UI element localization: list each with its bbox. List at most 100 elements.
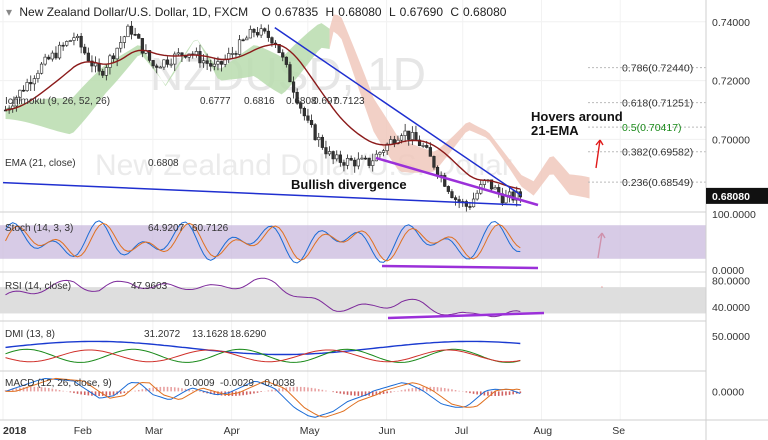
stoch-value-k: 64.9207	[148, 223, 185, 234]
fib-levels: 0.786(0.72440) 0.618(0.71251) 0.5(0.70417)…	[588, 63, 706, 189]
candle-body	[335, 154, 339, 160]
rsi-band	[0, 287, 706, 314]
dmi-label: DMI (13, 8)	[5, 329, 55, 340]
macd-line	[5, 377, 521, 418]
candle-body	[39, 63, 44, 74]
stoch-tick-label: 100.0000	[712, 209, 756, 221]
ichimoku-value-4: 0.697	[313, 96, 338, 107]
candle-body	[421, 145, 425, 147]
candle-body	[349, 158, 353, 161]
candle-body	[54, 52, 58, 59]
candle-body	[371, 160, 375, 166]
ichimoku-label: Ichimoku (9, 26, 52, 26)	[5, 96, 110, 107]
candle-body	[403, 130, 407, 136]
dmi-value-adx: 31.2072	[144, 329, 181, 340]
candle-body	[47, 56, 51, 60]
panel-legends: Stoch (14, 3, 3) 64.9207 60.7126 RSI (14…	[5, 223, 295, 389]
candle-body	[65, 41, 69, 46]
candle-body	[266, 30, 270, 38]
candle-body	[86, 52, 90, 62]
candle-body	[72, 37, 76, 41]
main-legend: Ichimoku (9, 26, 52, 26) 0.6777 0.6816 0…	[5, 96, 365, 169]
stoch-label: Stoch (14, 3, 3)	[5, 223, 73, 234]
rsi-value: 47.9603	[131, 281, 168, 292]
candle-body	[115, 47, 119, 60]
candle-body	[291, 81, 296, 93]
candle-body	[313, 124, 317, 141]
candle-body	[259, 28, 263, 36]
ichimoku-cloud	[5, 14, 590, 199]
candle-body	[389, 139, 393, 145]
candle-body	[14, 97, 18, 107]
candle-body	[155, 65, 159, 68]
candle-body	[399, 135, 404, 141]
candle-body	[446, 186, 450, 192]
macd-label: MACD (12, 26, close, 9)	[5, 378, 112, 389]
trendline-resistance	[274, 27, 522, 196]
candle-body	[169, 63, 173, 66]
header-h-label: H	[325, 5, 335, 19]
candle-body	[378, 152, 382, 155]
axes: 0.74000 0.72000 0.70000 0.68080 2018 Feb Mar Ap…	[3, 17, 768, 437]
candle-body	[507, 191, 512, 196]
candle-body	[101, 70, 105, 76]
candle-body	[126, 25, 130, 38]
candle-body	[129, 25, 134, 35]
candle-body	[317, 136, 321, 141]
candle-body	[299, 102, 303, 109]
candle-body	[93, 62, 98, 67]
time-tick-label: Apr	[224, 425, 241, 437]
candle-body	[353, 159, 357, 167]
collapse-icon[interactable]: ▾	[6, 5, 13, 19]
hovers-label-line2: 21-EMA	[531, 123, 579, 138]
rsi-line	[5, 277, 521, 318]
candle-body	[342, 162, 346, 166]
dmi-plus-line	[5, 348, 521, 363]
candle-body	[417, 139, 422, 146]
candle-body	[57, 44, 62, 59]
candle-body	[450, 191, 454, 198]
candle-body	[320, 136, 324, 148]
candle-body	[464, 201, 468, 207]
candle-body	[309, 120, 314, 125]
time-tick-label: Jul	[455, 425, 468, 437]
ema-line	[5, 43, 521, 190]
last-price-tag	[706, 187, 768, 204]
fib-label: 0.618(0.71251)	[622, 98, 693, 110]
candle-body	[489, 179, 494, 190]
candle-body	[306, 115, 310, 121]
candle-body	[428, 147, 432, 157]
macd-value-signal: -0.0038	[261, 378, 295, 389]
candle-body	[201, 60, 206, 64]
hovers-label-line1: Hovers around	[531, 109, 623, 124]
rsi-tick-label: 80.0000	[712, 276, 750, 288]
header-h: 0.68080	[338, 5, 382, 19]
candle-body	[79, 35, 83, 48]
time-tick-label: May	[300, 425, 321, 437]
candle-body	[475, 192, 479, 200]
candle-body	[324, 147, 328, 155]
candle-body	[281, 52, 285, 58]
time-tick-label: Feb	[74, 425, 92, 437]
candle-body	[468, 206, 472, 208]
candle-body	[302, 107, 306, 117]
price-tick-label: 0.70000	[712, 134, 750, 146]
candle-body	[241, 39, 245, 42]
candle-body	[414, 132, 418, 141]
candle-body	[385, 143, 389, 152]
time-tick-label: 2018	[3, 425, 27, 437]
candle-body	[331, 151, 335, 160]
candle-body	[151, 60, 155, 67]
candle-body	[216, 61, 220, 65]
ichimoku-value-3: 0.6808	[286, 96, 317, 107]
header-c-label: C	[450, 5, 460, 19]
header-o-label: O	[261, 5, 271, 19]
candle-body	[43, 56, 47, 65]
candle-body	[68, 40, 72, 42]
dmi-value-minus: 18.6290	[230, 329, 267, 340]
price-tick-label: 0.74000	[712, 17, 750, 29]
bullish-divergence-label: Bullish divergence	[291, 177, 407, 192]
candle-body	[119, 42, 123, 49]
candle-body	[194, 51, 198, 55]
